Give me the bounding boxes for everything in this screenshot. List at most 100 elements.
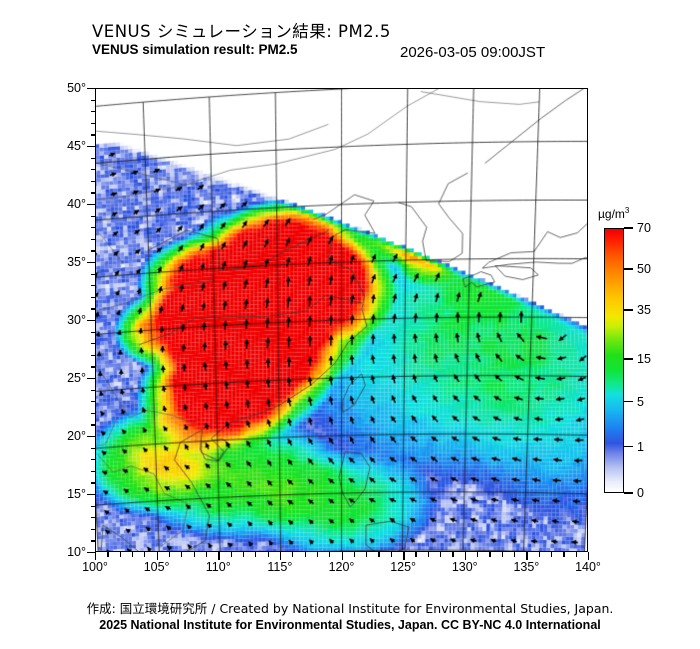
colorbar-tick [624, 309, 633, 311]
y-tick [87, 262, 95, 264]
x-minor-tick [440, 552, 442, 557]
y-minor-tick [90, 238, 95, 240]
y-tick [87, 494, 95, 496]
x-minor-tick [551, 552, 553, 557]
y-minor-tick [90, 250, 95, 252]
y-minor-tick [90, 273, 95, 275]
colorbar-tick-label: 15 [637, 352, 651, 367]
colorbar-tick-label: 70 [637, 221, 651, 235]
x-minor-tick [366, 552, 368, 557]
map-plot-area [95, 88, 588, 552]
x-minor-tick [427, 552, 429, 557]
x-minor-tick [563, 552, 565, 557]
y-minor-tick [90, 482, 95, 484]
x-minor-tick [193, 552, 195, 557]
y-minor-tick [90, 134, 95, 136]
y-tick-label: 45° [67, 139, 86, 153]
x-minor-tick [316, 552, 319, 557]
y-minor-tick [90, 227, 95, 229]
x-tick-label: 110° [205, 560, 231, 574]
y-minor-tick [90, 111, 95, 113]
y-minor-tick [90, 285, 95, 287]
page-title-japanese: VENUS シミュレーション結果: PM2.5 [92, 22, 391, 41]
x-minor-tick [514, 552, 516, 557]
y-minor-tick [90, 459, 95, 461]
colorbar-gradient [604, 228, 624, 493]
y-minor-tick [90, 447, 95, 449]
x-minor-tick [131, 552, 134, 557]
y-tick-label: 25° [67, 371, 86, 385]
colorbar-tick [624, 227, 633, 229]
colorbar-tick-label: 5 [637, 394, 644, 409]
y-minor-tick [90, 157, 95, 159]
x-minor-tick [378, 552, 380, 557]
y-minor-tick [90, 215, 95, 217]
x-minor-tick [353, 552, 355, 557]
y-tick [87, 436, 95, 438]
x-minor-tick [107, 552, 109, 557]
y-minor-tick [90, 505, 95, 507]
x-minor-tick [267, 552, 269, 557]
x-tick [156, 552, 159, 560]
x-tick-label: 115° [267, 560, 293, 574]
x-minor-tick [168, 552, 171, 557]
credit-line-license: 2025 National Institute for Environmenta… [99, 618, 601, 632]
x-minor-tick [304, 552, 306, 557]
y-tick [87, 320, 95, 322]
x-tick-label: 120° [328, 560, 355, 574]
y-minor-tick [90, 296, 95, 298]
x-minor-tick [477, 552, 479, 557]
x-tick [95, 552, 97, 560]
x-minor-tick [415, 552, 417, 557]
y-minor-tick [90, 517, 95, 519]
x-minor-tick [144, 552, 146, 557]
x-tick [464, 552, 467, 560]
x-tick [341, 552, 343, 560]
y-minor-tick [90, 343, 95, 345]
x-tick [588, 552, 590, 560]
y-tick-label: 10° [67, 545, 86, 559]
timestamp-label: 2026-03-05 09:00JST [400, 44, 546, 61]
x-minor-tick [255, 552, 257, 557]
y-minor-tick [90, 401, 95, 403]
y-minor-tick [90, 308, 95, 310]
x-minor-tick [575, 552, 577, 557]
x-minor-tick [292, 552, 294, 557]
colorbar-tick [624, 492, 633, 494]
colorbar-tick [624, 400, 633, 403]
colorbar-unit-label: µg/m3 [598, 206, 629, 221]
x-tick-label: 100° [82, 560, 108, 574]
y-minor-tick [90, 99, 95, 101]
y-minor-tick [90, 354, 95, 356]
y-tick-label: 35° [67, 255, 86, 269]
credit-line-japanese: 作成: 国立環境研究所 / Created by National Instit… [86, 601, 614, 616]
y-minor-tick [90, 366, 95, 368]
colorbar-tick-label: 35 [637, 303, 651, 318]
x-minor-tick [538, 552, 540, 557]
colorbar-unit-text: µg/m [598, 207, 625, 221]
y-minor-tick [90, 424, 95, 426]
colorbar-unit-exponent: 3 [624, 206, 630, 215]
y-tick [87, 378, 95, 380]
y-tick-label: 50° [67, 81, 86, 95]
y-tick-label: 20° [67, 429, 86, 443]
y-minor-tick [90, 389, 95, 391]
y-minor-tick [90, 169, 95, 171]
x-minor-tick [329, 552, 331, 557]
y-minor-tick [90, 192, 95, 194]
y-minor-tick [90, 540, 95, 542]
y-tick [87, 552, 95, 554]
colorbar-tick [624, 268, 633, 270]
x-tick [403, 552, 405, 560]
colorbar: 70 50 35 15 5 1 0 [604, 221, 651, 500]
x-tick-label: 125° [390, 560, 417, 574]
colorbar-tick-label: 0 [637, 486, 644, 500]
x-tick [526, 552, 528, 560]
colorbar-tick-label: 1 [637, 439, 644, 454]
x-tick-label: 140° [575, 560, 601, 574]
x-minor-tick [489, 552, 491, 557]
x-minor-tick [390, 552, 392, 557]
y-minor-tick [90, 122, 95, 124]
y-minor-tick [90, 412, 95, 414]
